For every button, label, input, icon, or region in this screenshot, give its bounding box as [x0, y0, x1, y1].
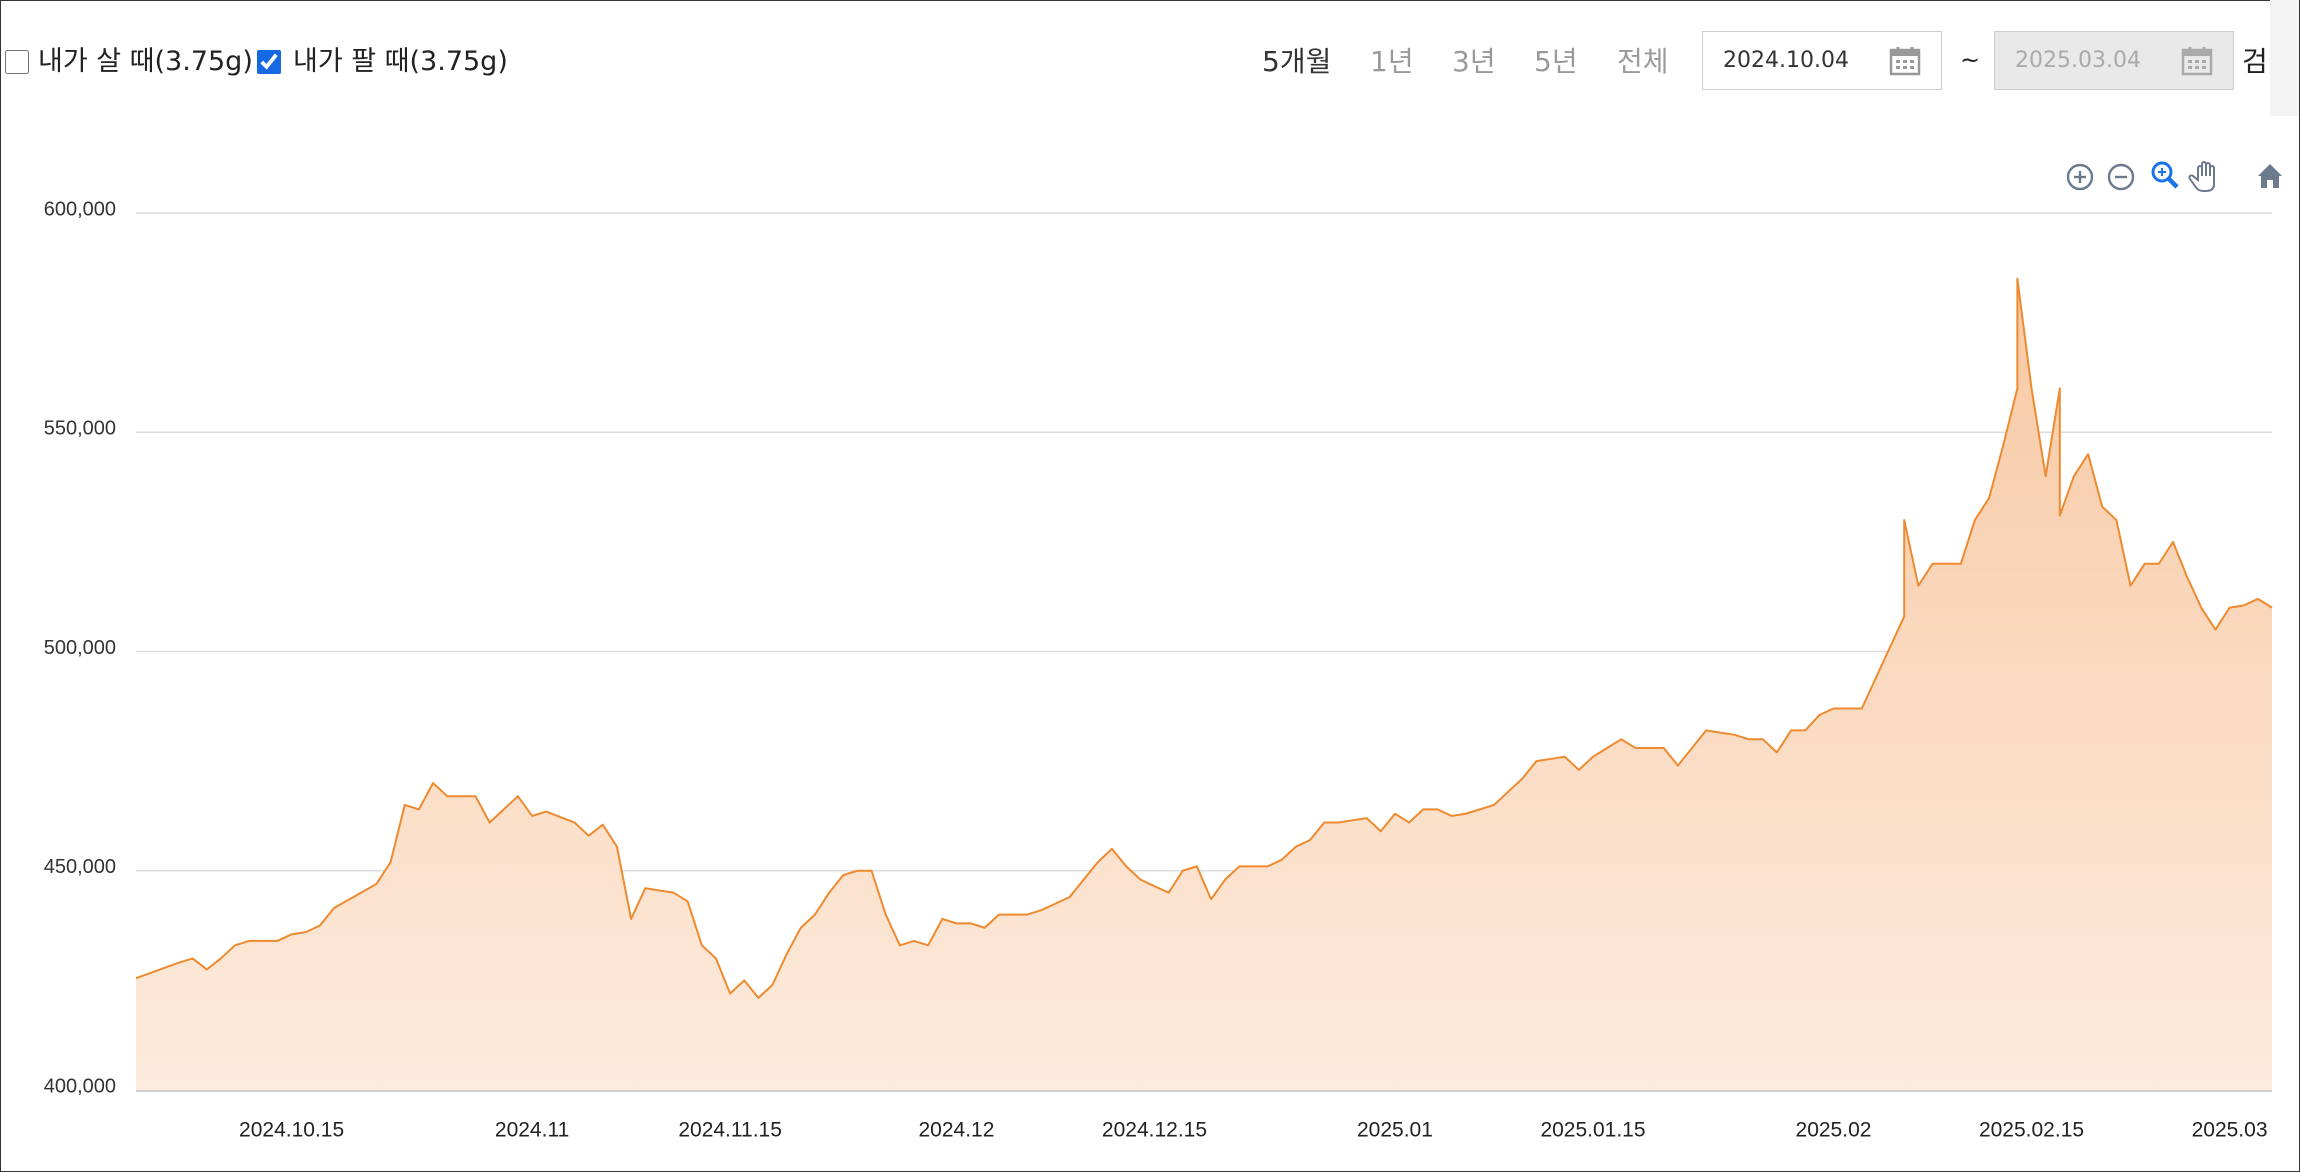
y-tick-label: 500,000: [44, 637, 116, 659]
period-tab[interactable]: 1년: [1370, 45, 1414, 78]
sell-checkbox[interactable]: [257, 50, 281, 74]
buy-checkbox-label[interactable]: 내가 살 때(3.75g): [38, 46, 253, 77]
period-tab[interactable]: 3년: [1452, 45, 1496, 78]
x-tick-label: 2025.02: [1796, 1119, 1872, 1142]
zoom-in-button[interactable]: [2066, 163, 2094, 191]
x-tick-label: 2024.11: [495, 1119, 569, 1142]
x-tick-label: 2025.01: [1357, 1119, 1433, 1142]
x-tick-label: 2024.11.15: [678, 1119, 782, 1142]
date-separator: ~: [1960, 46, 1981, 74]
y-tick-label: 400,000: [44, 1075, 116, 1097]
date-to-input: 2025.03.04: [1994, 31, 2234, 90]
y-tick-label: 450,000: [44, 856, 116, 878]
calendar-icon: [2181, 47, 2213, 76]
date-to: 2025.03.04: [2015, 48, 2141, 73]
selection-zoom-button[interactable]: [2151, 161, 2179, 189]
calendar-icon[interactable]: [1889, 46, 1921, 76]
period-tab[interactable]: 5년: [1534, 45, 1578, 78]
y-tick-label: 600,000: [44, 198, 116, 220]
reset-zoom-button[interactable]: [2258, 164, 2282, 188]
zoom-out-button[interactable]: [2107, 163, 2135, 191]
search-button[interactable]: 검: [2242, 45, 2268, 78]
date-from: 2024.10.04: [1723, 48, 1849, 73]
period-tab[interactable]: 5개월: [1262, 45, 1332, 78]
area: [136, 278, 2272, 1090]
x-tick-label: 2025.01.15: [1540, 1119, 1645, 1142]
x-tick-label: 2025.02.15: [1979, 1119, 2084, 1142]
x-tick-label: 2025.03: [2192, 1119, 2268, 1142]
y-tick-label: 550,000: [44, 418, 116, 440]
x-tick-label: 2024.12: [918, 1119, 994, 1142]
date-from-input[interactable]: 2024.10.04: [1702, 31, 1942, 90]
chart-toolbar: [2066, 161, 2282, 192]
period-tab[interactable]: 전체: [1617, 45, 1669, 78]
line: [135, 277, 2273, 999]
x-tick-label: 2024.12.15: [1102, 1119, 1207, 1142]
x-tick-label: 2024.10.15: [239, 1119, 344, 1142]
sell-checkbox-label[interactable]: 내가 팔 때(3.75g): [293, 46, 508, 77]
pan-button[interactable]: [2188, 161, 2215, 192]
scroll-strip: [2270, 0, 2299, 116]
buy-checkbox[interactable]: [5, 50, 29, 74]
